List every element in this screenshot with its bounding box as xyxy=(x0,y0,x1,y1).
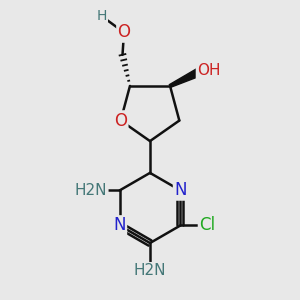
Text: N: N xyxy=(174,182,187,200)
Text: O: O xyxy=(114,112,127,130)
Text: Cl: Cl xyxy=(199,217,215,235)
Polygon shape xyxy=(169,68,202,87)
Text: H2N: H2N xyxy=(75,183,107,198)
Text: H2N: H2N xyxy=(134,263,166,278)
Text: N: N xyxy=(113,217,126,235)
Text: H: H xyxy=(97,9,107,23)
Text: O: O xyxy=(118,23,130,41)
Text: OH: OH xyxy=(197,63,220,78)
